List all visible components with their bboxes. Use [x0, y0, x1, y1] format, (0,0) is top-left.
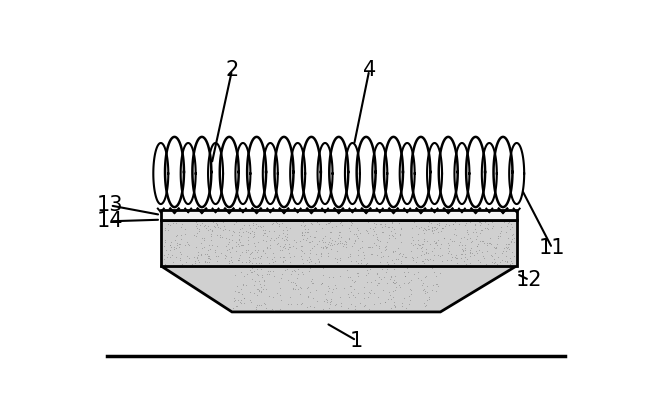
Text: 4: 4 — [363, 60, 376, 80]
Bar — [161, 210, 517, 220]
Polygon shape — [161, 266, 517, 312]
Text: 12: 12 — [516, 270, 543, 290]
Text: 2: 2 — [226, 60, 239, 80]
Text: 13: 13 — [96, 195, 123, 216]
Text: 1: 1 — [350, 330, 363, 351]
Text: 14: 14 — [96, 211, 123, 231]
Bar — [161, 220, 517, 266]
Text: 11: 11 — [539, 238, 565, 258]
